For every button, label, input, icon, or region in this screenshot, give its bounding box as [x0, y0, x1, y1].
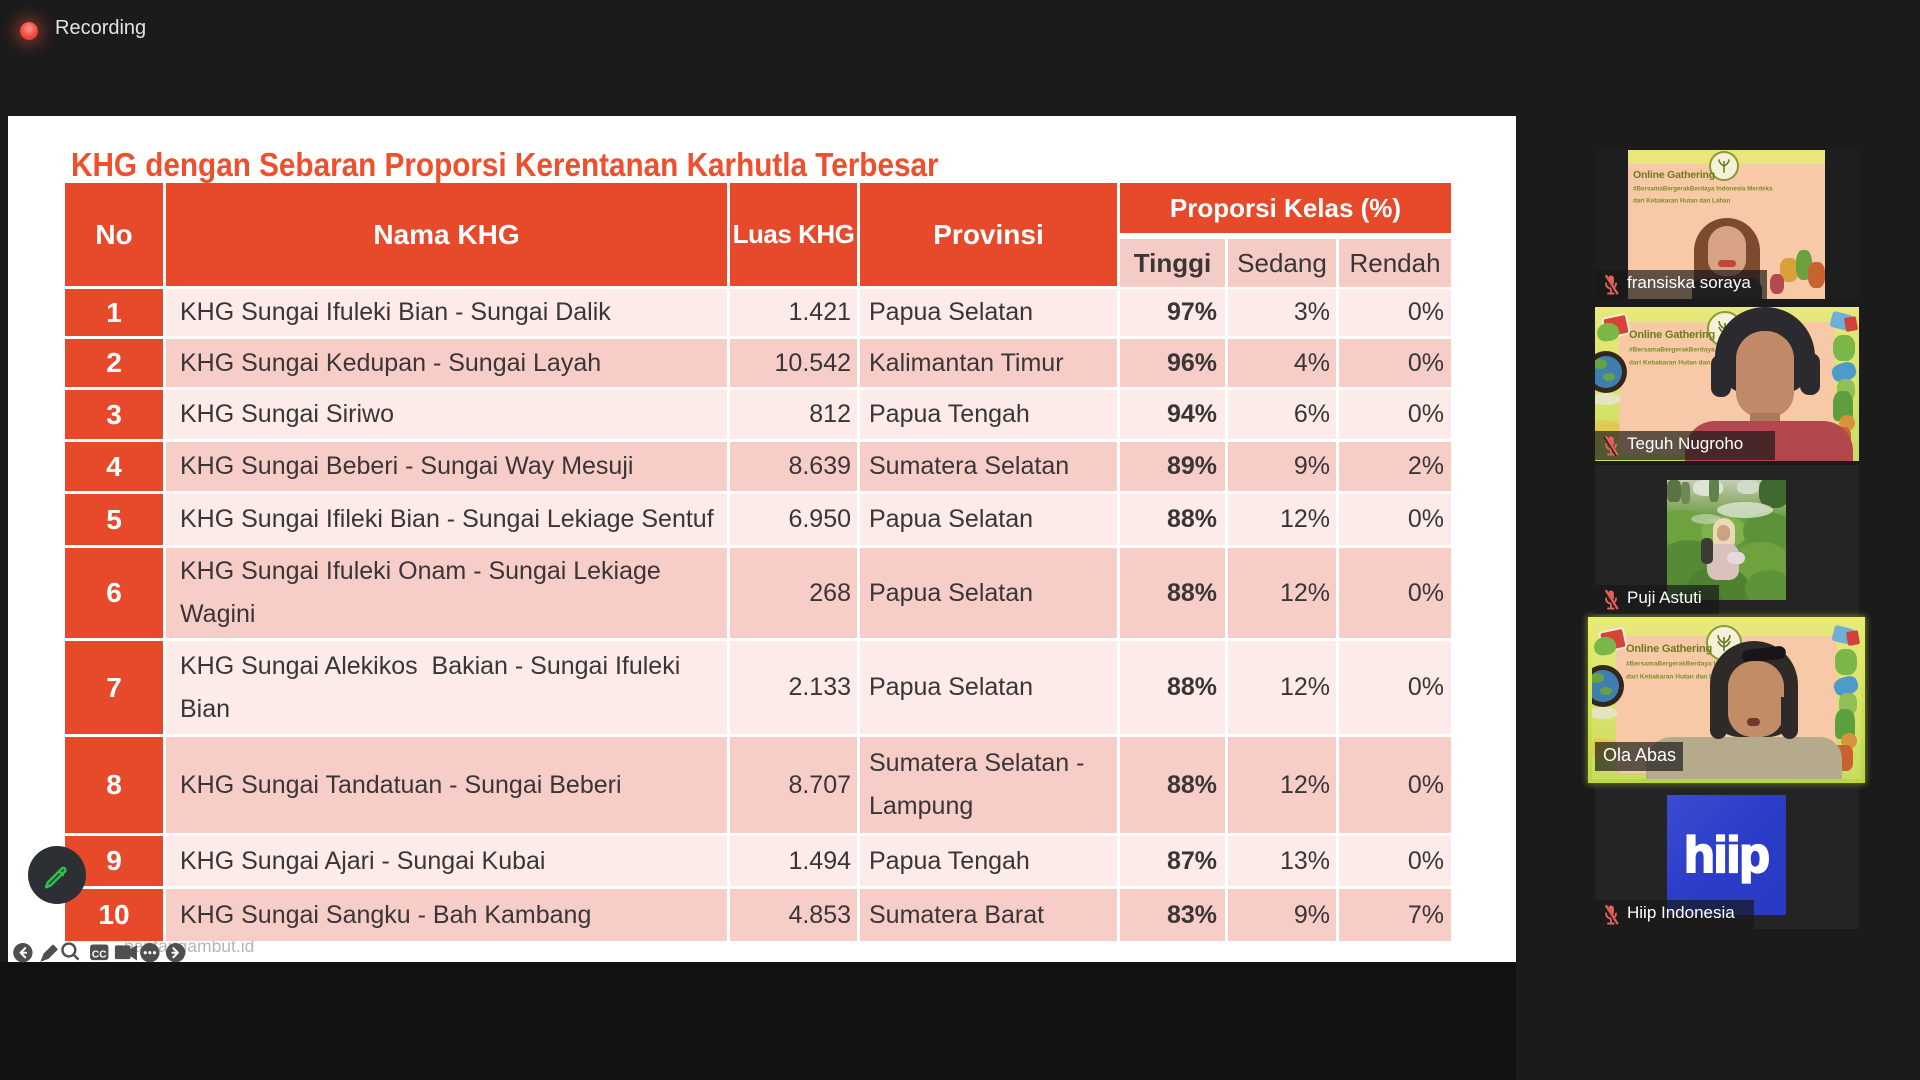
svg-text:CC: CC [92, 949, 107, 960]
